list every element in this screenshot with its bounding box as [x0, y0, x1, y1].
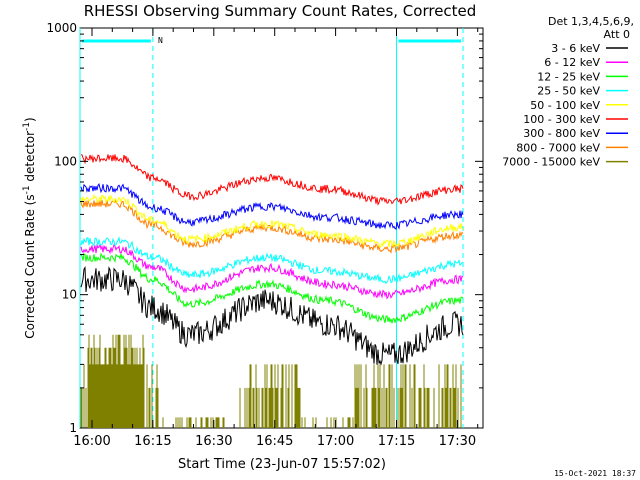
series-line-100-300keV	[80, 154, 464, 206]
y-tick-label: 1	[69, 421, 77, 435]
legend-label: 12 - 25 keV	[537, 70, 600, 83]
legend-label: 7000 - 15000 keV	[502, 156, 600, 169]
footer-date: 15-Oct-2021 18:37	[554, 469, 636, 478]
series-lines	[80, 154, 464, 428]
legend-label: 25 - 50 keV	[537, 85, 600, 98]
y-axis-ticks: 1 10 100 1000	[46, 21, 483, 435]
y-axis-label-main: Corrected Count Rate (s	[23, 194, 37, 338]
legend-label: 300 - 800 keV	[523, 127, 600, 140]
y-axis-label-end: )	[23, 117, 37, 122]
x-tick-label: 17:30	[439, 434, 476, 449]
x-tick-label: 17:15	[378, 434, 415, 449]
series-line-800-7000keV	[80, 198, 464, 254]
series-line-50-100keV	[80, 193, 464, 249]
y-axis-label-sup1: -1	[22, 185, 32, 194]
series-line-300-800keV	[80, 182, 464, 230]
y-axis-label: Corrected Count Rate (s-1 detector-1)	[22, 117, 37, 338]
chart-title: RHESSI Observing Summary Count Rates, Co…	[84, 2, 477, 20]
x-axis-ticks: 16:00 16:15 16:30 16:45 17:00 17:15 17:30	[73, 28, 479, 449]
y-tick-label: 10	[62, 288, 77, 302]
x-tick-label: 16:45	[256, 434, 293, 449]
legend-label: 800 - 7000 keV	[516, 141, 600, 154]
y-axis-label-sup2: -1	[22, 122, 32, 131]
legend-label: 100 - 300 keV	[523, 113, 600, 126]
night-interval-markers	[79, 28, 464, 428]
y-tick-label: 1000	[46, 21, 77, 35]
y-axis-label-mid: detector	[23, 131, 37, 186]
series-line-6-12keV	[80, 243, 464, 300]
legend-header-line2: Att 0	[604, 28, 630, 41]
series-line-3-6keV	[80, 265, 464, 366]
x-tick-label: 16:30	[195, 434, 232, 449]
plot-area: 1 10 100 1000 16:00 16:15 16:30 16:45 17:00 17:1…	[46, 21, 484, 449]
legend-label: 50 - 100 keV	[530, 99, 600, 112]
y-tick-label: 100	[54, 154, 77, 168]
series-line-12-25keV	[80, 252, 464, 324]
series-line-25-50keV	[80, 236, 464, 285]
x-tick-label: 16:15	[134, 434, 171, 449]
x-axis-label: Start Time (23-Jun-07 15:57:02)	[178, 457, 386, 472]
x-tick-label: 17:00	[317, 434, 354, 449]
legend-label: 6 - 12 keV	[544, 56, 600, 69]
night-flag-label: N	[158, 36, 163, 45]
x-tick-label: 16:00	[73, 434, 110, 449]
legend-label: 3 - 6 keV	[551, 42, 600, 55]
legend-header-line1: Det 1,3,4,5,6,9,	[548, 15, 634, 28]
